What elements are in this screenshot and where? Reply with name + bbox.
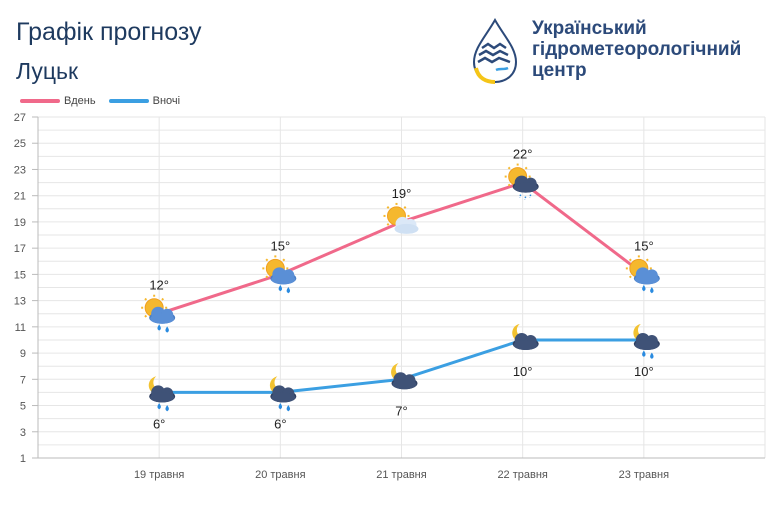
sun-cloud-icon: [383, 202, 419, 234]
org-name-line1: Український: [532, 18, 647, 39]
y-tick-label: 3: [20, 427, 26, 439]
y-tick-label: 1: [20, 453, 26, 465]
legend-label-night: Вночі: [152, 95, 181, 107]
data-label-night: 6°: [274, 416, 286, 431]
legend-swatch-day: [20, 99, 60, 103]
sun-cloud-rain-icon: [625, 255, 660, 294]
data-label-night: 6°: [153, 416, 165, 431]
legend-item-night[interactable]: Вночі: [108, 95, 181, 107]
x-axis-ticks: 19 травня 20 травня 21 травня 22 травня 23 т…: [134, 469, 669, 481]
water-drop-logo-icon: [472, 18, 518, 84]
moon-cloud-icon: [391, 363, 418, 390]
y-tick-label: 11: [15, 322, 26, 334]
data-label-day: 12°: [149, 278, 169, 293]
org-name-line2: гідрометеорологічний: [532, 39, 742, 60]
x-tick-label: 19 травня: [134, 469, 184, 481]
x-tick-label: 21 травня: [376, 469, 426, 481]
weather-icons: [141, 163, 660, 412]
x-tick-label: 20 травня: [255, 469, 305, 481]
org-name: Український гідрометеорологічний центр: [532, 18, 741, 81]
x-tick-label: 23 травня: [619, 469, 669, 481]
y-tick-label: 5: [20, 401, 26, 413]
data-label-day: 15°: [634, 238, 654, 253]
data-label-night: 10°: [634, 364, 654, 379]
sun-cloud-rain-icon: [262, 255, 297, 294]
moon-cloud-rain-icon: [148, 376, 176, 412]
moon-cloud-rain-icon: [269, 376, 297, 412]
y-tick-label: 13: [14, 296, 26, 308]
y-tick-label: 19: [14, 217, 26, 229]
data-label-day: 19°: [392, 186, 412, 201]
city-name: Луцьк: [16, 58, 79, 84]
data-label-day: 15°: [270, 238, 290, 253]
x-tick-label: 22 травня: [497, 469, 547, 481]
legend-item-day[interactable]: Вдень: [20, 95, 96, 107]
sun-cloud-rain-icon: [141, 294, 176, 333]
moon-cloud-icon: [512, 323, 539, 350]
y-tick-label: 7: [20, 374, 26, 386]
sun-cloud-storm-icon: [504, 163, 539, 200]
chart-legend: Вдень Вночі: [20, 94, 190, 107]
y-tick-label: 21: [14, 191, 26, 203]
org-logo: Український гідрометеорологічний центр: [470, 18, 760, 88]
y-tick-label: 17: [14, 243, 26, 255]
data-labels: 12° 15° 19° 22° 15° 6° 6° 7° 10° 10°: [149, 147, 653, 432]
data-label-day: 22°: [513, 147, 533, 162]
chart-title: Графік прогнозу: [16, 18, 202, 46]
y-tick-label: 15: [14, 269, 26, 281]
legend-label-day: Вдень: [64, 95, 96, 107]
data-label-night: 7°: [395, 403, 407, 418]
data-label-night: 10°: [513, 364, 533, 379]
org-name-line3: центр: [532, 60, 587, 81]
y-tick-label: 23: [14, 164, 26, 176]
moon-cloud-rain-icon: [633, 323, 660, 359]
y-tick-label: 25: [14, 138, 26, 150]
legend-swatch-night: [108, 99, 149, 103]
y-tick-label: 9: [20, 348, 26, 360]
y-tick-label: 27: [14, 112, 26, 124]
